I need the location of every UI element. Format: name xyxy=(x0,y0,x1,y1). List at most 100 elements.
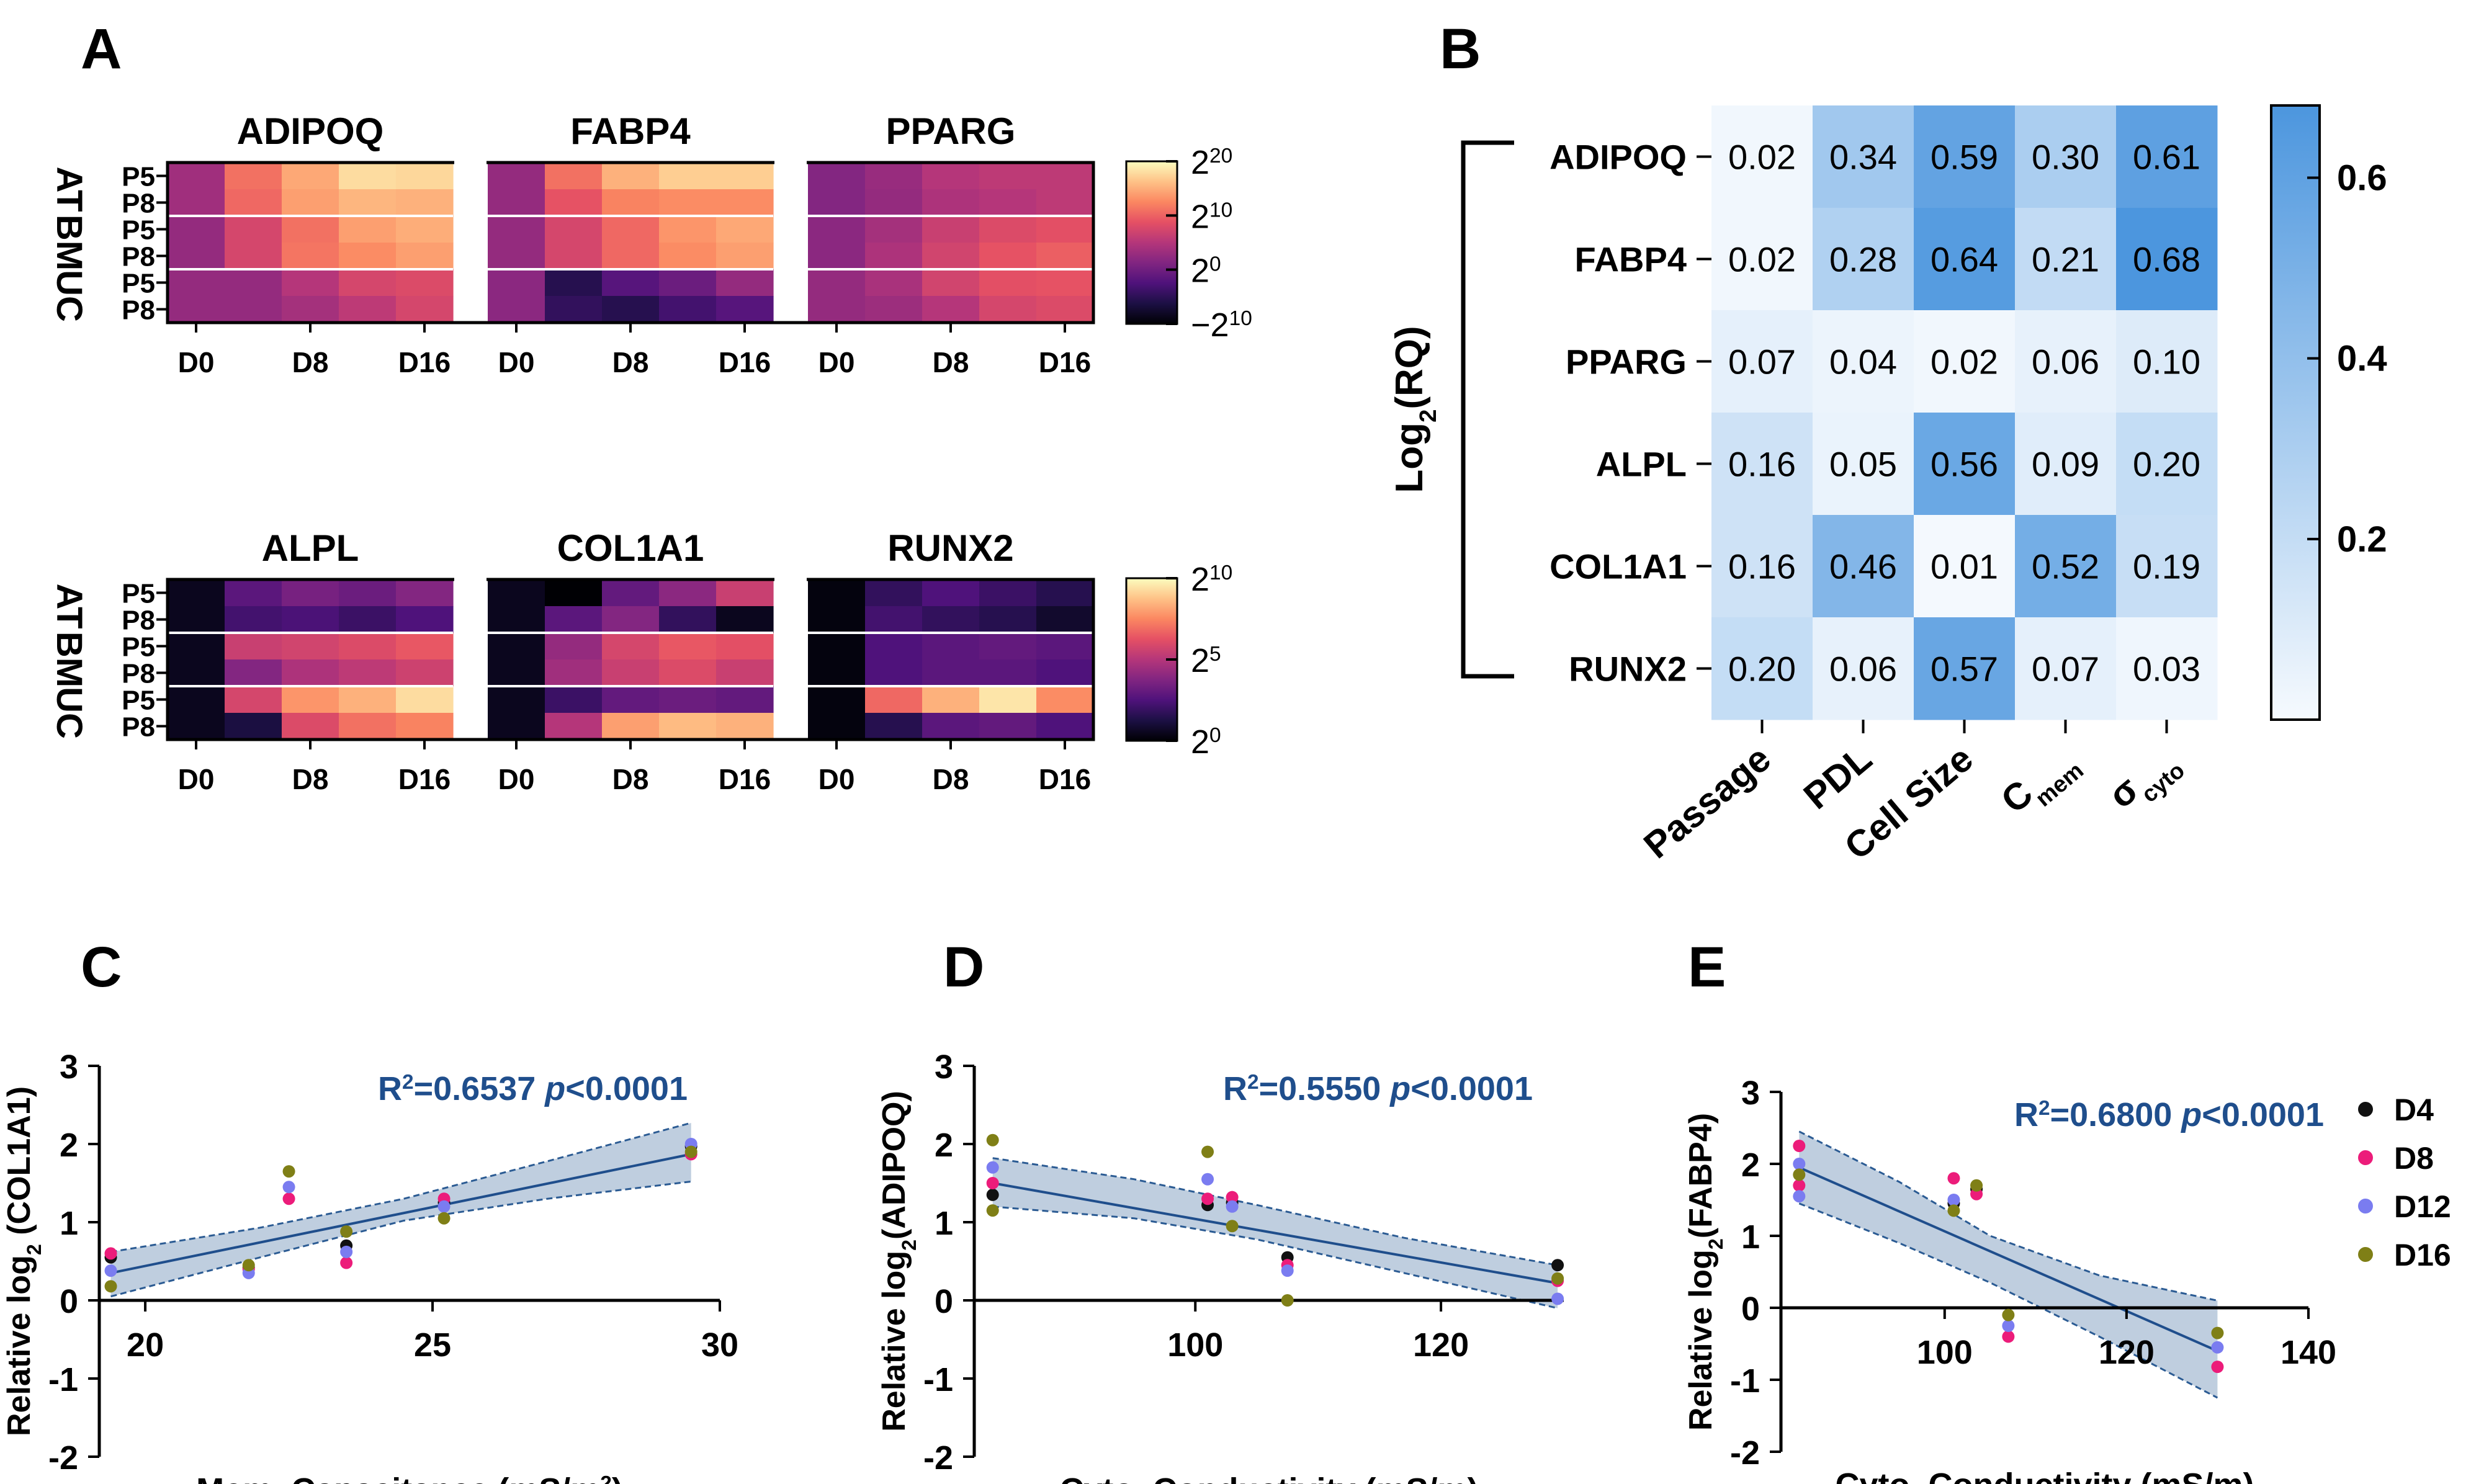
heatmap-cell xyxy=(396,606,454,633)
row-label: P8 xyxy=(122,295,155,326)
heatmap-cell xyxy=(979,189,1037,217)
y-tick-label: 3 xyxy=(1741,1075,1760,1112)
heatmap-cell xyxy=(339,659,397,687)
corr-cell-label: 0.03 xyxy=(2133,650,2200,689)
x-axis-label: Mem. Capacitance (mS/m2) xyxy=(196,1472,623,1484)
data-point-d12 xyxy=(340,1245,353,1258)
corr-cell-label: 0.07 xyxy=(1728,342,1796,382)
heatmap-cell xyxy=(545,269,603,297)
row-label: P8 xyxy=(122,712,155,743)
data-point-d8 xyxy=(2002,1330,2015,1343)
corr-cell xyxy=(1914,515,2016,618)
heatmap-cell xyxy=(659,296,717,323)
heatmap-cell xyxy=(339,713,397,740)
corr-cell-label: 0.10 xyxy=(2133,342,2200,382)
data-point-d12 xyxy=(1226,1200,1239,1213)
gene-title-top-1: FABP4 xyxy=(570,110,691,152)
corr-cell xyxy=(1813,208,1914,311)
heatmap-cell xyxy=(659,269,717,297)
heatmap-cell xyxy=(979,216,1037,243)
x-tick-label: D16 xyxy=(719,346,771,378)
heatmap-cell xyxy=(339,579,397,607)
heatmap-cell xyxy=(808,189,866,217)
row-label: RUNX2 xyxy=(1569,650,1687,689)
row-label: P8 xyxy=(122,606,155,636)
x-tick-label: D8 xyxy=(933,346,969,378)
colorbar-tick-label: 0.6 xyxy=(2337,158,2387,198)
heatmap-cell xyxy=(225,243,282,270)
heatmap-cell xyxy=(865,633,923,660)
heatmap-cell xyxy=(339,686,397,713)
colorbar-tick-label: 210 xyxy=(1191,198,1232,235)
heatmap-cell xyxy=(659,686,717,713)
data-point-d12 xyxy=(1793,1158,1806,1170)
heatmap-cell xyxy=(602,633,660,660)
gene-title-top-2: PPARG xyxy=(886,110,1016,152)
heatmap-cell xyxy=(282,686,339,713)
x-tick-label: 100 xyxy=(1917,1334,1973,1371)
data-point-d8 xyxy=(1793,1140,1806,1152)
heatmap-cell xyxy=(1036,163,1094,190)
heatmap-cell xyxy=(716,189,774,217)
y-tick-label: -1 xyxy=(923,1361,953,1398)
heatmap-cell xyxy=(865,216,923,243)
heatmap-cell xyxy=(225,659,282,687)
data-point-d16 xyxy=(1551,1272,1564,1285)
x-tick-label: 25 xyxy=(414,1326,451,1364)
r2-annotation: R2=0.5550 p<0.0001 xyxy=(1223,1070,1533,1107)
data-point-d12 xyxy=(2002,1320,2015,1332)
heatmap-cell xyxy=(979,163,1037,190)
heatmap-cell xyxy=(716,713,774,740)
x-tick-label: D16 xyxy=(398,763,451,795)
heatmap-cell xyxy=(545,606,603,633)
data-point-d16 xyxy=(1201,1145,1214,1158)
corr-cell-label: 0.01 xyxy=(1931,547,1998,586)
heatmap-cell xyxy=(979,296,1037,323)
heatmap-cell xyxy=(659,579,717,607)
heatmap-cell xyxy=(396,163,454,190)
heatmap-cell xyxy=(979,713,1037,740)
panel-e-scatter: -2 -1 0 1 2 3 100 120 140 R2=0.6800 p<0.0001 Cyto.… xyxy=(1683,1075,2451,1484)
colorbar xyxy=(1125,160,1178,325)
band-upper-edge xyxy=(992,1157,1558,1266)
x-tick-label: D8 xyxy=(612,346,649,378)
data-point-d12 xyxy=(1281,1264,1294,1277)
data-point-d12 xyxy=(437,1200,451,1213)
panel-label-b: B xyxy=(1440,17,1481,81)
row-bracket xyxy=(1461,140,1514,679)
panel-b-correlation-heatmap: 0.02 0.34 0.59 0.30 0.61 0.02 0.28 0.64 0.21 0.68… xyxy=(1388,104,2387,868)
heatmap-cell xyxy=(339,243,397,270)
data-point-d16 xyxy=(282,1165,295,1178)
y-tick-label: 0 xyxy=(935,1283,953,1320)
heatmap-cell xyxy=(488,633,545,660)
corr-cell xyxy=(2015,515,2117,618)
data-point-d16 xyxy=(340,1225,353,1238)
x-axis-label: Cyto. Conductivity (mS/m) xyxy=(1059,1472,1478,1484)
corr-cell xyxy=(1711,617,1813,720)
corr-cell-label: 0.06 xyxy=(1829,650,1897,689)
band-upper-edge xyxy=(110,1122,692,1253)
column-label: PDL xyxy=(1796,738,1880,817)
heatmap-cell xyxy=(602,189,660,217)
heatmap-cell xyxy=(1036,659,1094,687)
heatmap-cell xyxy=(865,579,923,607)
heatmap-cell xyxy=(396,686,454,713)
data-point-d16 xyxy=(2211,1326,2224,1339)
heatmap-cell xyxy=(659,216,717,243)
data-point-d8 xyxy=(2211,1361,2224,1374)
heatmap-cell xyxy=(168,686,225,713)
corr-cell xyxy=(2116,105,2218,208)
corr-cell-label: 0.21 xyxy=(2032,240,2099,279)
data-point-d12 xyxy=(986,1161,999,1174)
heatmap-cell xyxy=(225,189,282,217)
data-point-d12 xyxy=(1793,1190,1806,1203)
y-tick-label: -1 xyxy=(1730,1362,1760,1400)
data-point-d8 xyxy=(1970,1187,1983,1200)
heatmap-cell xyxy=(225,163,282,190)
x-tick-label: D0 xyxy=(178,346,215,378)
data-point-d8 xyxy=(340,1256,353,1269)
heatmap-cell xyxy=(282,163,339,190)
corr-cell xyxy=(1914,105,2016,208)
corr-cell-label: 0.30 xyxy=(2032,138,2099,177)
corr-cell-label: 0.16 xyxy=(1728,445,1796,484)
